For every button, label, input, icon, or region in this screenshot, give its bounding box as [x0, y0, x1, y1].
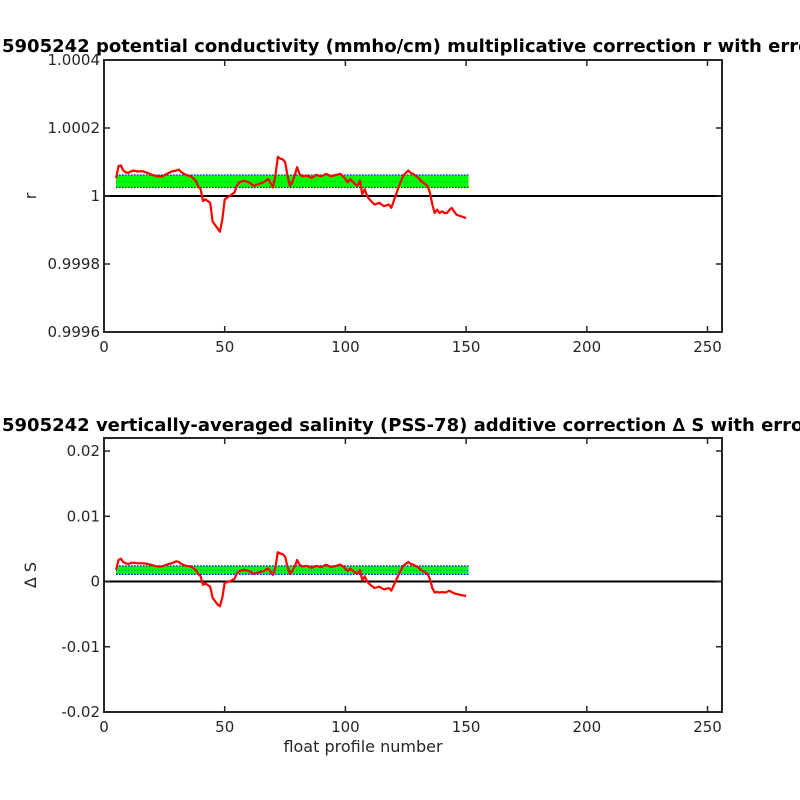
y-tick-label: -0.01 — [61, 638, 100, 656]
y-axis-label: r — [21, 192, 40, 199]
x-tick-label: 50 — [215, 718, 234, 736]
y-tick-label: 0.9998 — [48, 255, 101, 273]
x-axis-label: float profile number — [283, 737, 443, 756]
y-tick-label: 1 — [90, 187, 100, 205]
y-tick-label: 0.01 — [67, 507, 100, 525]
chart-2: 5905242 vertically-averaged salinity (PS… — [2, 415, 800, 756]
chart-1: 5905242 potential conductivity (mmho/cm)… — [2, 36, 800, 356]
x-tick-label: 200 — [572, 718, 601, 736]
y-tick-label: 1.0002 — [48, 119, 101, 137]
y-tick-label: 0 — [90, 573, 100, 591]
x-tick-label: 100 — [331, 338, 360, 356]
y-tick-label: 0.02 — [67, 442, 100, 460]
x-tick-label: 250 — [693, 718, 722, 736]
chart-title: 5905242 potential conductivity (mmho/cm)… — [2, 36, 800, 57]
y-axis-label: ∆ S — [21, 562, 40, 589]
x-tick-label: 150 — [452, 718, 481, 736]
y-tick-label: 0.9996 — [48, 323, 101, 341]
plot-frame — [103, 437, 723, 713]
y-tick-label: 1.0004 — [48, 51, 101, 69]
y-tick-label: -0.02 — [61, 703, 100, 721]
x-tick-label: 0 — [99, 718, 109, 736]
chart-title: 5905242 vertically-averaged salinity (PS… — [2, 415, 800, 436]
x-tick-label: 100 — [331, 718, 360, 736]
series-line — [115, 551, 467, 608]
x-tick-label: 50 — [215, 338, 234, 356]
series-line — [115, 155, 467, 233]
x-tick-label: 200 — [572, 338, 601, 356]
x-tick-label: 0 — [99, 338, 109, 356]
x-tick-label: 250 — [693, 338, 722, 356]
x-tick-label: 150 — [452, 338, 481, 356]
